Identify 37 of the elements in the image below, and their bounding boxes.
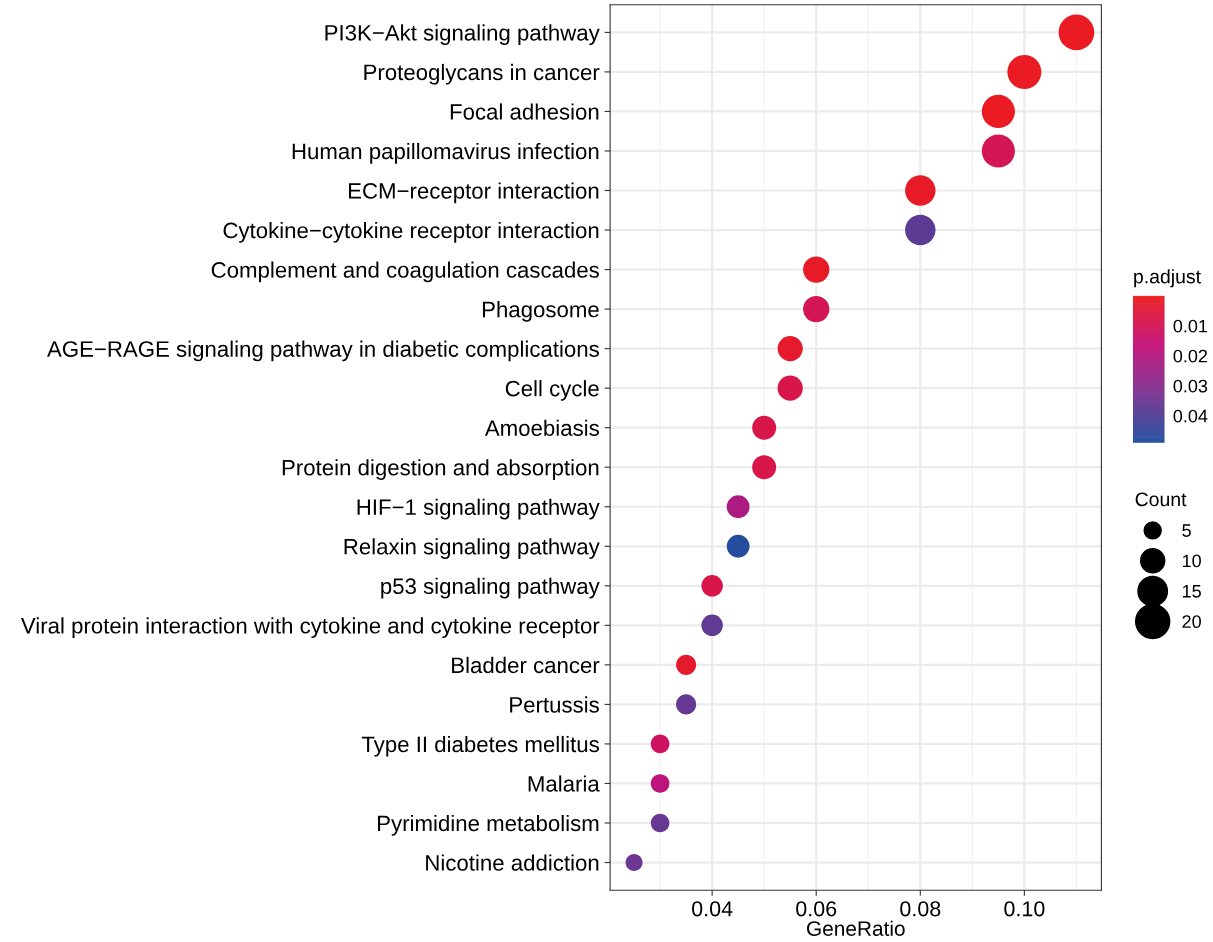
y-tick-label: Pyrimidine metabolism bbox=[378, 814, 599, 836]
y-tick-label: Complement and coagulation cascades bbox=[211, 261, 599, 283]
y-tick-label: Focal adhesion bbox=[450, 103, 599, 120]
y-tick-label: p53 signaling pathway bbox=[381, 577, 600, 599]
y-tick-label: Amoebiasis bbox=[484, 419, 599, 436]
y-tick-label: Relaxin signaling pathway bbox=[344, 538, 600, 559]
color-bar-title: p.adjust bbox=[1134, 269, 1201, 288]
y-tick-label: PI3K−Akt signaling pathway bbox=[325, 24, 600, 46]
x-tick-label: 0.08 bbox=[900, 901, 941, 917]
y-tick-label: HIF−1 signaling pathway bbox=[357, 498, 600, 520]
y-tick-label: Nicotine addiction bbox=[426, 854, 599, 871]
legend-label: 10 bbox=[1182, 554, 1201, 568]
color-bar-label: 0.02 bbox=[1173, 349, 1208, 363]
y-tick-label: ECM−receptor interaction bbox=[348, 182, 599, 204]
legend-label: 15 bbox=[1182, 585, 1201, 598]
x-tick-label: 0.04 bbox=[692, 901, 733, 917]
y-tick-label: Pertussis bbox=[510, 696, 599, 713]
legend-label: 20 bbox=[1182, 615, 1201, 629]
y-tick-label: Viral protein interaction with cytokine and cytokine receptor bbox=[20, 617, 600, 638]
color-bar-label: 0.04 bbox=[1173, 409, 1208, 423]
legend-title: Count bbox=[1135, 492, 1187, 507]
color-bar-label: 0.03 bbox=[1173, 379, 1208, 393]
y-tick-label: Phagosome bbox=[482, 301, 599, 322]
x-tick-label: 0.06 bbox=[796, 901, 837, 917]
y-tick-label: Human papillomavirus infection bbox=[292, 142, 599, 164]
y-tick-label: Protein digestion and absorption bbox=[282, 459, 599, 480]
y-tick-label: Type II diabetes mellitus bbox=[361, 735, 599, 757]
y-tick-label: AGE−RAGE signaling pathway in diabetic complications bbox=[47, 340, 599, 362]
x-axis-title: GeneRatio bbox=[807, 920, 905, 936]
color-bar-label: 0.01 bbox=[1173, 319, 1208, 333]
y-tick-label: Cytokine−cytokine receptor interaction bbox=[223, 221, 599, 243]
legend-label: 5 bbox=[1182, 524, 1191, 537]
y-tick-label: Bladder cancer bbox=[452, 656, 600, 674]
y-tick-label: Proteoglycans in cancer bbox=[364, 63, 600, 85]
x-tick-label: 0.10 bbox=[1004, 901, 1045, 917]
y-tick-label: Cell cycle bbox=[505, 380, 599, 401]
y-tick-label: Malaria bbox=[528, 775, 600, 792]
